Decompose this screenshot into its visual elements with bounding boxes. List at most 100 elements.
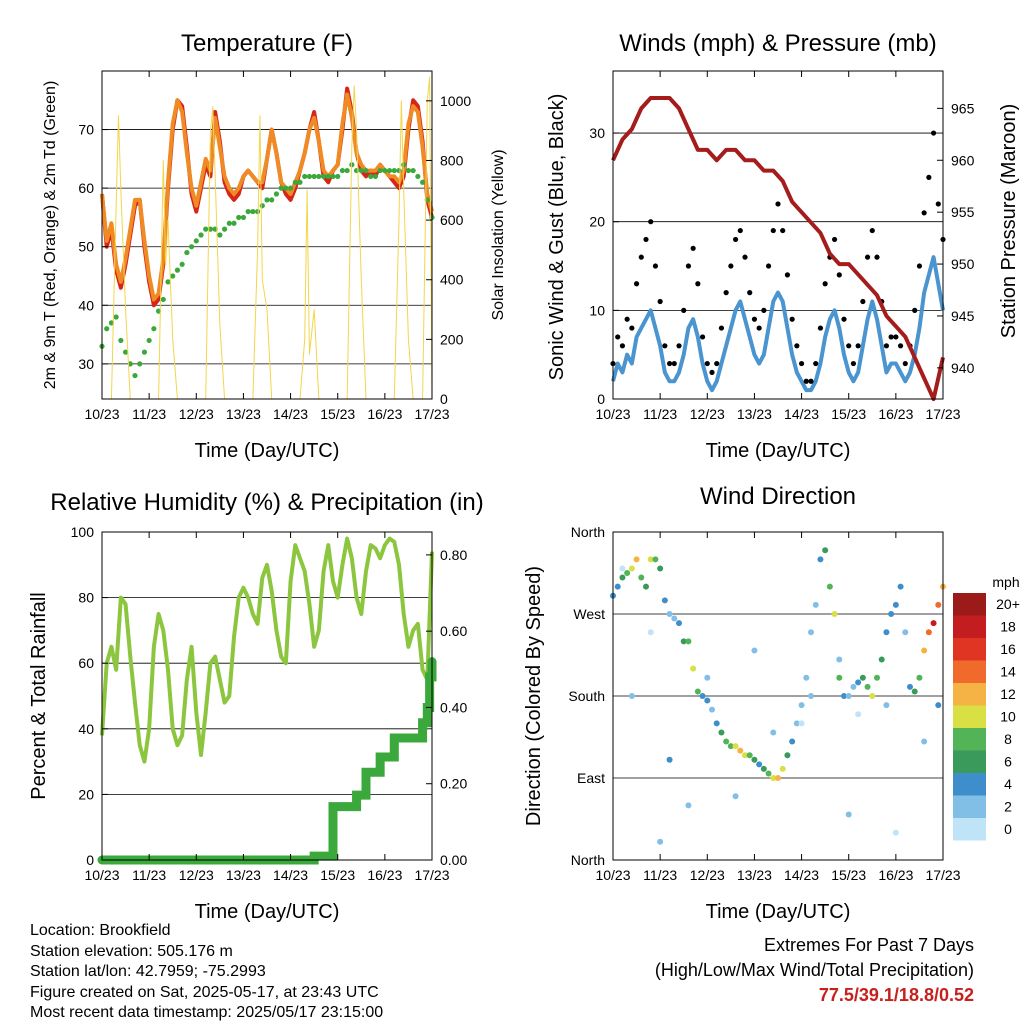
x-tick-label: 12/23	[179, 406, 214, 422]
series-2-point	[391, 167, 397, 174]
series-2-point	[368, 173, 374, 180]
series-2-point	[122, 349, 129, 355]
series-0-line	[611, 255, 945, 393]
colorbar-swatch	[953, 818, 986, 841]
direction-point	[628, 693, 635, 699]
winds-ylabel: Sonic Wind & Gust (Blue, Black)	[546, 94, 568, 381]
humidity-ylabel: Percent & Total Rainfall	[28, 592, 50, 800]
series-2-point	[165, 279, 171, 285]
x-tick-label: 12/23	[179, 867, 214, 883]
series-2-point	[363, 167, 369, 174]
series-1-point	[704, 360, 710, 367]
direction-point	[685, 802, 692, 809]
series-1-point	[699, 334, 706, 340]
x-tick-label: 10/23	[595, 406, 630, 422]
series-2-point	[273, 191, 280, 197]
winds-left-ticks: 0 10 20 30	[589, 125, 619, 407]
direction-point	[775, 775, 781, 781]
y-right-tick-label: 200	[440, 331, 464, 347]
series-1-point	[897, 343, 904, 349]
direction-point	[855, 679, 862, 686]
direction-point	[808, 693, 814, 699]
x-tick-label: 11/23	[643, 406, 677, 422]
direction-point	[921, 738, 928, 745]
series-2-point	[292, 179, 298, 185]
y-tick-label: 30	[78, 356, 94, 372]
series-1-point	[728, 263, 734, 269]
direction-point	[652, 556, 659, 563]
series-2-point	[405, 167, 412, 174]
x-tick-label: 14/23	[273, 406, 308, 422]
direction-point	[845, 693, 852, 699]
direction-point	[756, 761, 763, 768]
wind-direction-xlabel: Time (Day/UTC)	[706, 901, 851, 923]
x-tick-label: 12/23	[690, 867, 725, 883]
wind-direction-panel: Wind Direction North East South West North 1…	[523, 483, 1020, 923]
humidity-xlabel: Time (Day/UTC)	[195, 901, 340, 923]
series-1-point	[784, 272, 791, 278]
series-1-point	[648, 219, 654, 225]
x-tick-label: 15/23	[320, 406, 355, 422]
direction-point	[614, 583, 621, 590]
humidity-right-ticks: 0.00 0.20 0.40 0.60 0.80	[426, 547, 467, 868]
y-tick-label: 80	[78, 590, 94, 606]
series-2-point	[217, 232, 223, 238]
series-2-point	[419, 179, 426, 185]
data-timestamp: Most recent data timestamp: 2025/05/17 2…	[30, 1004, 384, 1021]
series-1-point	[685, 263, 692, 269]
series-1-point	[813, 360, 819, 367]
series-1-point	[921, 210, 927, 216]
series-1-point	[893, 334, 899, 340]
series-2-point	[316, 173, 322, 180]
colorbar-label: 0	[1004, 821, 1012, 837]
series-1-point	[916, 263, 923, 269]
temperature-left-ticks: 30 40 50 60 70	[78, 122, 108, 372]
humidity-panel: Relative Humidity (%) & Precipitation (i…	[28, 489, 484, 923]
series-1-point	[643, 236, 649, 243]
direction-point	[826, 583, 833, 590]
direction-point	[709, 706, 715, 713]
series-1-point	[836, 272, 842, 278]
direction-point	[902, 629, 909, 636]
series-1-point	[666, 360, 673, 367]
figure-created: Figure created on Sat, 2025-05-17, at 23…	[30, 983, 379, 1001]
series-1-point	[676, 343, 682, 349]
series-1-point	[638, 254, 644, 260]
y-tick-label: West	[573, 606, 605, 622]
x-tick-label: 16/23	[367, 867, 402, 883]
series-1-point	[695, 281, 701, 287]
direction-point	[883, 629, 890, 636]
series-2-point	[330, 173, 336, 180]
y-tick-label: 30	[589, 125, 605, 141]
series-1-point	[714, 360, 720, 367]
series-2-point	[198, 232, 204, 238]
humidity-x-ticks: 10/23 11/23 12/23 13/23 14/23 15/23 16/23 17/23	[84, 532, 450, 883]
series-2-point	[170, 273, 176, 279]
direction-point	[798, 702, 805, 709]
direction-point	[680, 638, 687, 645]
x-tick-label: 11/23	[132, 406, 166, 422]
series-1-point	[718, 325, 725, 331]
colorbar-swatch	[953, 795, 986, 818]
x-tick-label: 17/23	[414, 406, 449, 422]
direction-point	[657, 565, 664, 572]
series-2-point	[283, 185, 289, 191]
series-2-point	[401, 162, 407, 168]
winds-plot-frame	[612, 70, 944, 400]
direction-point	[841, 693, 847, 699]
series-1-point	[633, 281, 640, 287]
direction-point	[704, 697, 711, 704]
wind-direction-y-ticks: North East South West North	[568, 524, 605, 868]
series-2-point	[269, 197, 275, 203]
direction-point	[666, 611, 673, 617]
colorbar-title: mph	[992, 574, 1019, 590]
direction-point	[657, 838, 664, 845]
series-2-point	[415, 173, 421, 180]
series-2-point	[302, 173, 308, 180]
series-1-point	[732, 236, 739, 243]
direction-point	[704, 674, 711, 681]
extremes-title: Extremes For Past 7 Days	[763, 935, 974, 955]
series-2-point	[358, 167, 364, 174]
y-right-tick-label: 960	[951, 152, 975, 168]
